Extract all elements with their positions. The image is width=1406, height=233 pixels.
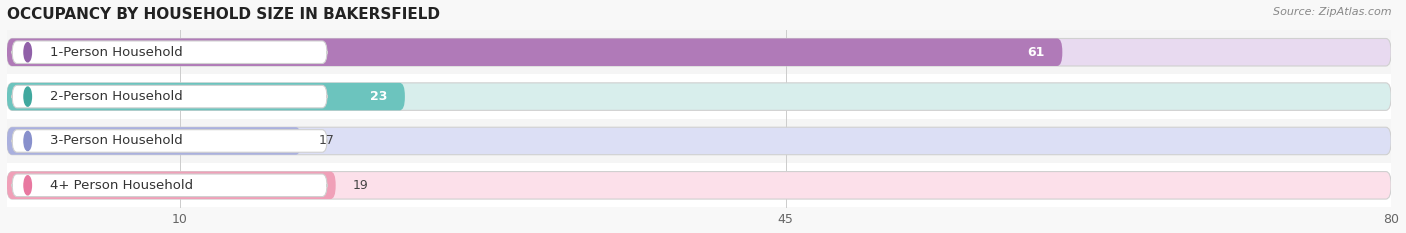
Text: 4+ Person Household: 4+ Person Household	[51, 179, 193, 192]
FancyBboxPatch shape	[7, 127, 1391, 155]
FancyBboxPatch shape	[7, 83, 405, 110]
Text: OCCUPANCY BY HOUSEHOLD SIZE IN BAKERSFIELD: OCCUPANCY BY HOUSEHOLD SIZE IN BAKERSFIE…	[7, 7, 440, 22]
FancyBboxPatch shape	[7, 38, 1063, 66]
Bar	[7, 119, 1391, 163]
FancyBboxPatch shape	[7, 83, 1391, 110]
FancyBboxPatch shape	[13, 130, 328, 152]
FancyBboxPatch shape	[13, 41, 328, 64]
Circle shape	[24, 131, 31, 151]
Text: 23: 23	[370, 90, 388, 103]
FancyBboxPatch shape	[7, 171, 1391, 199]
Bar	[7, 163, 1391, 208]
Text: 17: 17	[318, 134, 335, 147]
Circle shape	[24, 87, 31, 106]
Circle shape	[24, 43, 31, 62]
Text: 19: 19	[353, 179, 368, 192]
FancyBboxPatch shape	[7, 38, 1391, 66]
Bar	[7, 30, 1391, 74]
FancyBboxPatch shape	[13, 174, 328, 197]
Circle shape	[24, 176, 31, 195]
FancyBboxPatch shape	[7, 171, 336, 199]
Text: 1-Person Household: 1-Person Household	[51, 46, 183, 59]
FancyBboxPatch shape	[13, 85, 328, 108]
Bar	[7, 74, 1391, 119]
Text: 61: 61	[1028, 46, 1045, 59]
FancyBboxPatch shape	[7, 127, 301, 155]
Text: Source: ZipAtlas.com: Source: ZipAtlas.com	[1274, 7, 1392, 17]
Text: 2-Person Household: 2-Person Household	[51, 90, 183, 103]
Text: 3-Person Household: 3-Person Household	[51, 134, 183, 147]
